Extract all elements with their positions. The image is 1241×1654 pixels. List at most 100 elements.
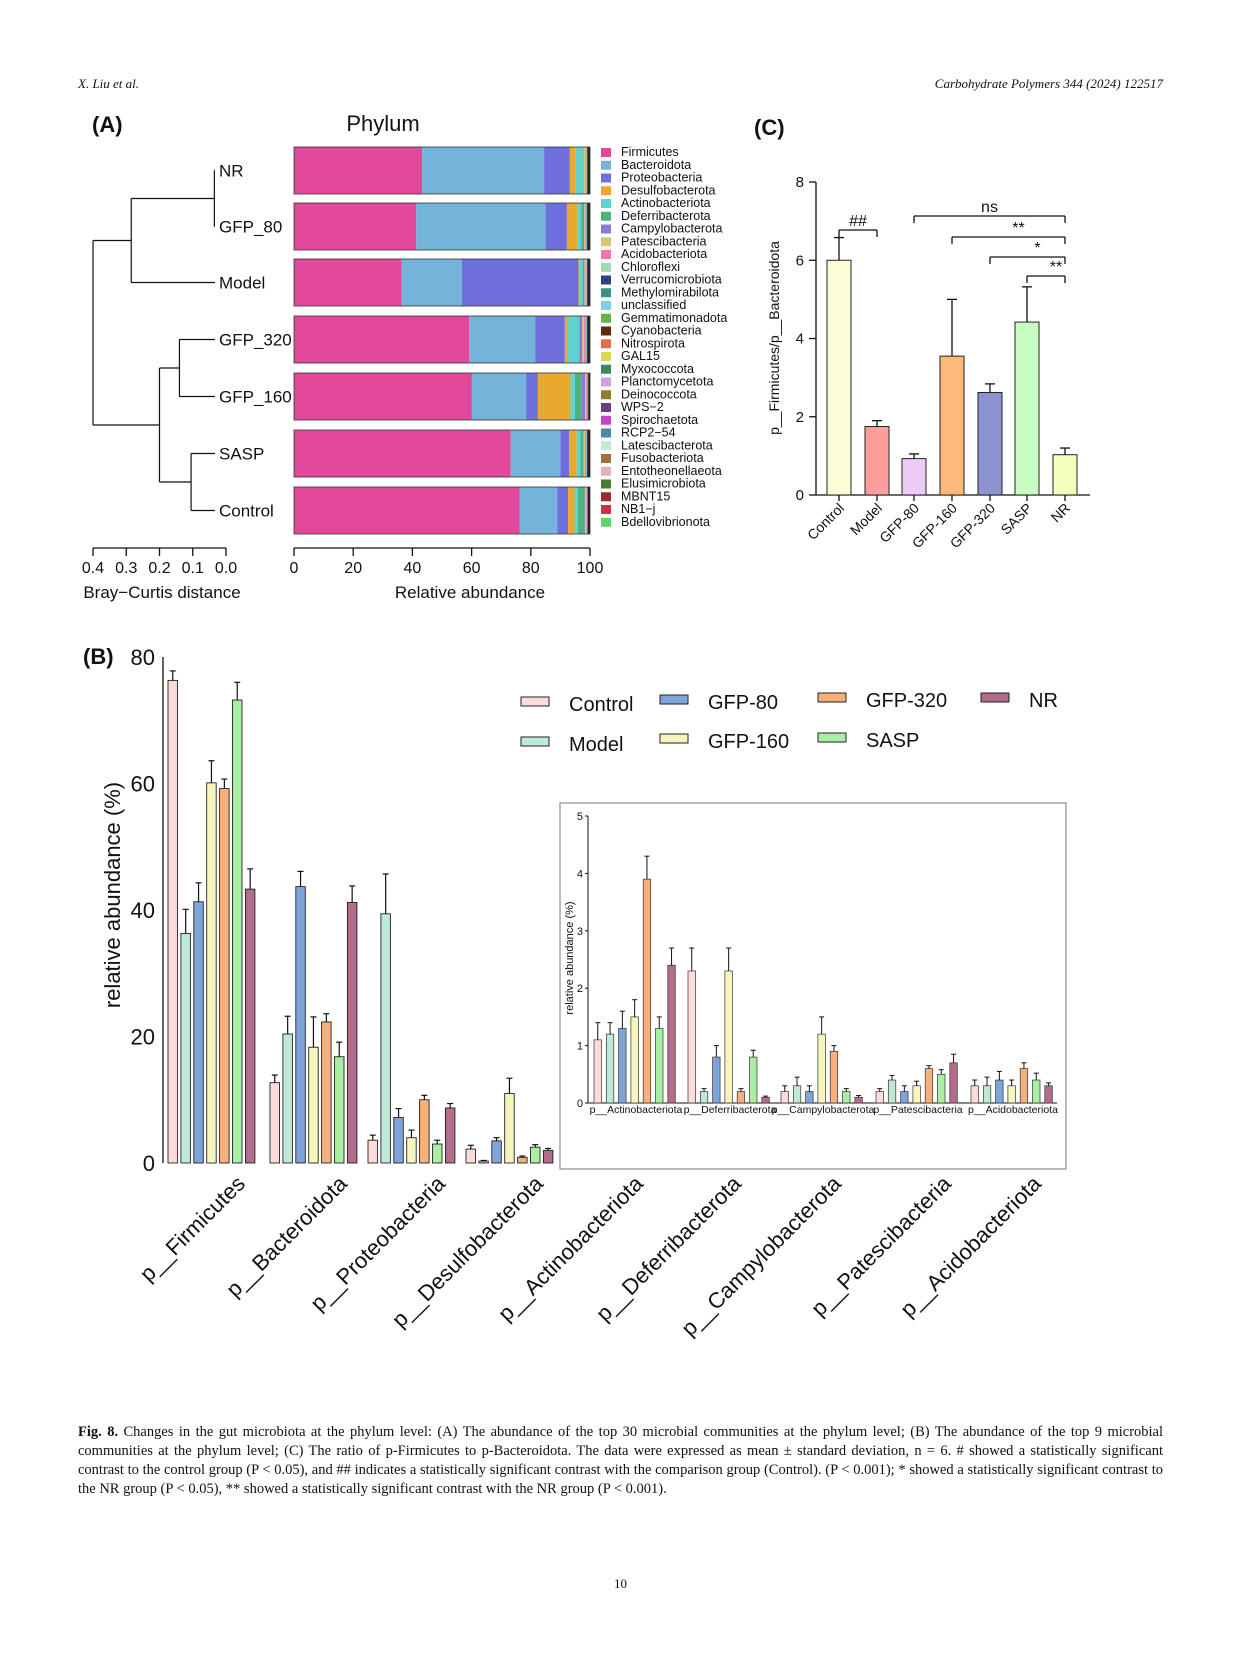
stacked-segment (577, 487, 585, 534)
stacked-segment (585, 203, 587, 250)
legend-swatch (601, 211, 611, 221)
legend-label: Entotheonellaeota (621, 464, 722, 478)
abundance-bar (432, 1143, 443, 1164)
inset-bar (937, 1073, 946, 1104)
abundance-bar (530, 1146, 541, 1164)
stacked-segment (581, 203, 584, 250)
stacked-segment (294, 259, 402, 306)
stacked-segment-others (588, 373, 590, 420)
stacked-segment (584, 203, 586, 250)
abundance-bar (380, 913, 391, 1164)
stacked-segment (584, 203, 585, 250)
legend-swatch (520, 696, 550, 707)
inset-bar (712, 1056, 721, 1104)
inset-y-tick-label: 3 (577, 926, 583, 938)
stacked-segment (560, 430, 570, 477)
a-x-tick-label: 60 (463, 560, 481, 577)
legend-swatch (601, 390, 611, 400)
stacked-segment (469, 316, 536, 363)
sample-label: SASP (219, 445, 264, 464)
legend-label: Gemmatimonadota (621, 311, 727, 325)
ratio-bar (1052, 454, 1078, 496)
abundance-bar (232, 699, 243, 1164)
stacked-segment (579, 259, 583, 306)
stacked-segment (585, 487, 587, 534)
running-header-authors: X. Liu et al. (78, 76, 140, 91)
sample-label: Model (219, 274, 265, 293)
stacked-segment (579, 316, 583, 363)
stacked-segment (586, 203, 588, 250)
inset-x-tick-label: p__Patescibacteria (873, 1104, 962, 1116)
a-x-tick-label: 0 (290, 560, 299, 577)
inset-y-tick-label: 1 (577, 1041, 583, 1053)
panel-a-title: Phylum (346, 111, 419, 136)
stacked-segment (294, 147, 423, 194)
inset-bar (970, 1085, 979, 1104)
inset-bar (724, 970, 733, 1104)
stacked-segment (557, 487, 569, 534)
c-x-tick-label: NR (1047, 500, 1073, 526)
abundance-bar (167, 679, 178, 1164)
inset-y-tick-label: 0 (577, 1098, 583, 1110)
inset-bar (875, 1091, 884, 1104)
stacked-segment (587, 487, 588, 534)
inset-y-tick-label: 4 (577, 868, 583, 880)
b-y-tick-label: 20 (131, 1025, 155, 1050)
stacked-segment (584, 430, 587, 477)
stacked-segment (416, 203, 546, 250)
running-header-journal: Carbohydrate Polymers 344 (2024) 122517 (934, 76, 1163, 91)
legend-label: Elusimicrobiota (621, 477, 706, 491)
significance-label: ** (1050, 259, 1062, 276)
inset-x-tick-label: p__Deferribacterota (684, 1104, 777, 1116)
inset-bar (687, 970, 696, 1104)
inset-bar (605, 1033, 615, 1104)
significance-label: ns (981, 199, 998, 216)
inset-x-tick-label: p__Acidobacteriota (968, 1104, 1058, 1116)
stacked-segment (582, 430, 584, 477)
stacked-segment (582, 147, 584, 194)
inset-bar (593, 1039, 602, 1104)
stacked-segment (535, 316, 565, 363)
stacked-segment-others (587, 147, 590, 194)
legend-label: Control (569, 694, 633, 716)
stacked-segment (576, 430, 581, 477)
a-x-tick-label: 20 (344, 560, 362, 577)
significance-label: ** (1012, 220, 1024, 237)
inset-bar (900, 1091, 909, 1104)
inset-bar (1007, 1085, 1016, 1104)
a-x-tick-label: 40 (404, 560, 422, 577)
inset-bar (618, 1028, 627, 1104)
abundance-bar (206, 782, 217, 1164)
legend-label: GFP-320 (866, 690, 947, 712)
dendrogram-tick-label: 0.4 (82, 560, 104, 577)
row-outline (293, 315, 591, 364)
legend-label: WPS−2 (621, 400, 664, 414)
abundance-bar (244, 888, 256, 1164)
page-number: 10 (614, 1576, 627, 1591)
inset-bar (1044, 1085, 1053, 1104)
stacked-segment (570, 373, 575, 420)
stacked-segment (294, 373, 472, 420)
legend-swatch (601, 441, 611, 451)
abundance-bar (193, 901, 204, 1164)
legend-label: RCP2−54 (621, 426, 676, 440)
stacked-segment (583, 147, 586, 194)
abundance-bar (219, 788, 230, 1164)
sample-label: GFP_160 (219, 388, 292, 407)
legend-swatch (601, 275, 611, 285)
stacked-segment (584, 487, 586, 534)
stacked-segment (575, 147, 583, 194)
stacked-segment (586, 487, 588, 534)
inset-y-axis-label: relative abundance (%) (564, 901, 576, 1014)
legend-label: Model (569, 734, 623, 756)
legend-label: Myxococcota (621, 362, 694, 376)
dendrogram-tick-label: 0.1 (182, 560, 204, 577)
stacked-segment (294, 430, 511, 477)
stacked-segment (586, 373, 588, 420)
stacked-segment (582, 316, 585, 363)
inset-bar (749, 1056, 758, 1104)
ratio-bar (939, 355, 965, 496)
stacked-segment (583, 203, 585, 250)
row-outline (293, 146, 591, 195)
legend-label: Deferribacterota (621, 209, 711, 223)
